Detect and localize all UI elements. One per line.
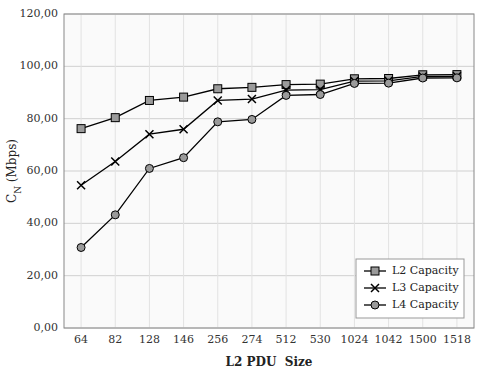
point: [111, 211, 119, 219]
grid-line: [64, 118, 474, 119]
x-tick-label: 1500: [409, 333, 437, 346]
grid-line: [64, 66, 474, 67]
series: [77, 72, 461, 189]
point: [180, 154, 188, 162]
legend-box: [356, 259, 464, 318]
point: [248, 83, 256, 91]
point: [316, 91, 324, 99]
point: [248, 95, 256, 103]
y-axis-label: CN (Mbps): [5, 139, 23, 203]
series: [77, 74, 461, 252]
y-tick-label: 20,00: [27, 269, 59, 282]
plot-area: [64, 14, 474, 328]
grid-line: [217, 14, 218, 328]
plot-frame: [64, 14, 474, 328]
point: [419, 74, 427, 82]
point: [180, 125, 188, 133]
x-tick-label: 530: [310, 333, 331, 346]
chart: 0,00 20,00 40,00 60,00 80,00 100,00 120,00 64 82…: [0, 0, 488, 376]
point: [111, 114, 119, 122]
legend-marker: [371, 284, 379, 292]
point: [282, 91, 290, 99]
point: [214, 118, 222, 126]
y-tick-label: 60,00: [27, 164, 59, 177]
point: [248, 115, 256, 123]
legend-label: L2 Capacity: [392, 264, 459, 277]
grid-line: [64, 223, 474, 224]
point: [145, 130, 153, 138]
grid-line: [81, 14, 82, 328]
series: [77, 71, 461, 133]
legend-marker: [371, 301, 379, 309]
x-tick-label: 1518: [443, 333, 471, 346]
legend-label: L4 Capacity: [392, 298, 459, 311]
x-tick-label: 64: [74, 333, 88, 346]
point: [453, 74, 461, 82]
point: [145, 164, 153, 172]
legend-marker: [371, 267, 379, 275]
x-tick-label: 128: [139, 333, 160, 346]
y-tick-label: 80,00: [27, 112, 59, 125]
x-tick-label: 256: [207, 333, 228, 346]
x-tick-label: 512: [276, 333, 297, 346]
x-tick-label: 1024: [340, 333, 368, 346]
grid-line: [115, 14, 116, 328]
point: [350, 79, 358, 87]
y-tick-label: 100,00: [20, 59, 59, 72]
x-tick-label: 82: [108, 333, 122, 346]
axes: 0,00 20,00 40,00 60,00 80,00 100,00 120,00 64 82…: [20, 7, 475, 346]
x-axis-label: L2 PDU Size: [226, 355, 313, 369]
point: [145, 96, 153, 104]
grid-line: [64, 171, 474, 172]
grid-line: [251, 14, 252, 328]
x-tick-label: 1042: [375, 333, 403, 346]
x-tick-label: 274: [241, 333, 262, 346]
legend-label: L3 Capacity: [392, 281, 459, 294]
grid-line: [183, 14, 184, 328]
x-tick-label: 146: [173, 333, 194, 346]
series-line: [81, 78, 457, 248]
grid-line: [354, 14, 355, 328]
series-line: [81, 75, 457, 129]
point: [214, 85, 222, 93]
grid-line: [320, 14, 321, 328]
y-tick-label: 120,00: [20, 7, 59, 20]
point: [214, 96, 222, 104]
y-tick-label: 0,00: [34, 321, 59, 334]
y-tick-label: 40,00: [27, 216, 59, 229]
grid-line: [286, 14, 287, 328]
point: [77, 181, 85, 189]
point: [77, 243, 85, 251]
point: [77, 125, 85, 133]
series-line: [81, 76, 457, 185]
point: [111, 157, 119, 165]
data: [77, 71, 461, 252]
point: [385, 79, 393, 87]
legend: L2 Capacity L3 Capacity L4 Capacity: [356, 259, 464, 318]
point: [180, 93, 188, 101]
